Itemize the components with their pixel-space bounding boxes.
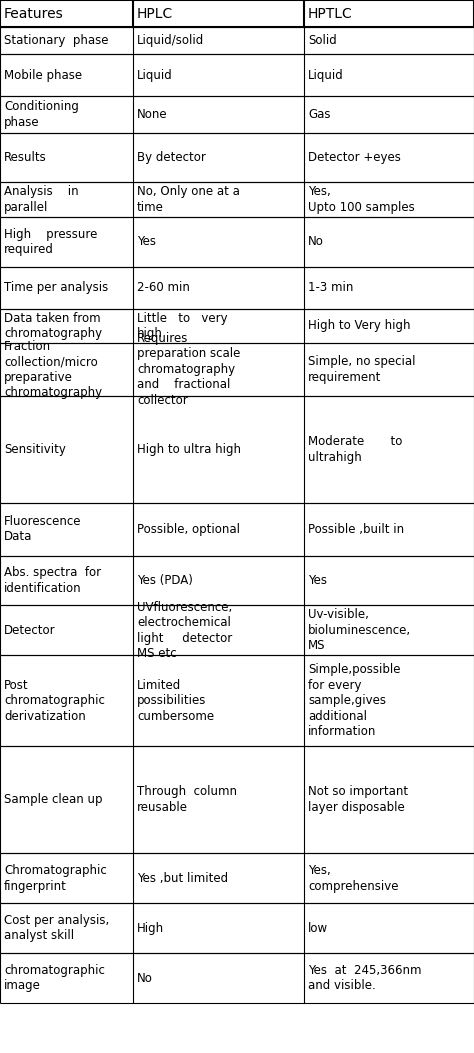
- Bar: [0, 747, 474, 853]
- Text: High to Very high: High to Very high: [308, 319, 410, 333]
- Text: None: None: [137, 107, 168, 121]
- Text: Moderate       to
ultrahigh: Moderate to ultrahigh: [308, 435, 402, 463]
- Text: Chromatographic
fingerprint: Chromatographic fingerprint: [4, 865, 107, 893]
- Text: No, Only one at a
time: No, Only one at a time: [137, 185, 240, 214]
- Text: Detector: Detector: [4, 624, 55, 637]
- Bar: [0, 55, 474, 96]
- Text: Cost per analysis,
analyst skill: Cost per analysis, analyst skill: [4, 914, 109, 942]
- Text: Fraction
collection/micro
preparative
chromatography: Fraction collection/micro preparative ch…: [4, 340, 102, 399]
- Bar: [0, 27, 474, 55]
- Text: Abs. spectra  for
identification: Abs. spectra for identification: [4, 567, 101, 595]
- Text: low: low: [308, 921, 328, 935]
- Bar: [0, 903, 474, 953]
- Text: Possible ,built in: Possible ,built in: [308, 522, 404, 536]
- Text: Stationary  phase: Stationary phase: [4, 35, 109, 47]
- Text: No: No: [137, 972, 153, 985]
- Text: Yes,
Upto 100 samples: Yes, Upto 100 samples: [308, 185, 415, 214]
- Text: Data taken from
chromatography: Data taken from chromatography: [4, 312, 102, 340]
- Text: 2-60 min: 2-60 min: [137, 281, 190, 294]
- Text: Yes,
comprehensive: Yes, comprehensive: [308, 865, 399, 893]
- Text: Sample clean up: Sample clean up: [4, 793, 102, 807]
- Text: chromatographic
image: chromatographic image: [4, 963, 105, 992]
- Text: Features: Features: [4, 6, 64, 21]
- Text: Yes: Yes: [308, 574, 327, 587]
- Bar: [0, 217, 474, 266]
- Text: Not so important
layer disposable: Not so important layer disposable: [308, 786, 408, 814]
- Text: Conditioning
phase: Conditioning phase: [4, 100, 79, 128]
- Text: High: High: [137, 921, 164, 935]
- Text: Fluorescence
Data: Fluorescence Data: [4, 515, 82, 543]
- Text: Liquid/solid: Liquid/solid: [137, 35, 204, 47]
- Text: Sensitivity: Sensitivity: [4, 443, 66, 456]
- Text: Requires
preparation scale
chromatography
and    fractional
collector: Requires preparation scale chromatograph…: [137, 332, 240, 406]
- Text: High    pressure
required: High pressure required: [4, 227, 97, 256]
- Text: UVfluorescence,
electrochemical
light     detector
MS etc: UVfluorescence, electrochemical light de…: [137, 600, 232, 660]
- Text: No: No: [308, 236, 324, 249]
- Text: Yes (PDA): Yes (PDA): [137, 574, 193, 587]
- Bar: [0, 0, 474, 27]
- Bar: [0, 605, 474, 655]
- Text: 1-3 min: 1-3 min: [308, 281, 354, 294]
- Bar: [0, 266, 474, 309]
- Text: Yes ,but limited: Yes ,but limited: [137, 872, 228, 885]
- Text: Yes  at  245,366nm
and visible.: Yes at 245,366nm and visible.: [308, 963, 421, 992]
- Text: HPLC: HPLC: [137, 6, 173, 21]
- Text: Gas: Gas: [308, 107, 330, 121]
- Bar: [0, 655, 474, 747]
- Text: Detector +eyes: Detector +eyes: [308, 151, 401, 164]
- Text: Simple,possible
for every
sample,gives
additional
information: Simple,possible for every sample,gives a…: [308, 663, 401, 738]
- Text: Little   to   very
high: Little to very high: [137, 312, 228, 340]
- Bar: [0, 133, 474, 182]
- Bar: [0, 853, 474, 903]
- Bar: [0, 396, 474, 503]
- Bar: [0, 309, 474, 343]
- Bar: [0, 503, 474, 556]
- Text: Through  column
reusable: Through column reusable: [137, 786, 237, 814]
- Bar: [0, 343, 474, 396]
- Text: Liquid: Liquid: [137, 68, 173, 82]
- Bar: [0, 96, 474, 133]
- Text: Simple, no special
requirement: Simple, no special requirement: [308, 355, 416, 383]
- Text: HPTLC: HPTLC: [308, 6, 353, 21]
- Text: Solid: Solid: [308, 35, 337, 47]
- Text: Possible, optional: Possible, optional: [137, 522, 240, 536]
- Text: Limited
possibilities
cumbersome: Limited possibilities cumbersome: [137, 679, 214, 722]
- Bar: [0, 556, 474, 605]
- Text: Mobile phase: Mobile phase: [4, 68, 82, 82]
- Text: Yes: Yes: [137, 236, 156, 249]
- Text: High to ultra high: High to ultra high: [137, 443, 241, 456]
- Bar: [0, 953, 474, 1004]
- Text: Time per analysis: Time per analysis: [4, 281, 108, 294]
- Text: Liquid: Liquid: [308, 68, 344, 82]
- Text: Uv-visible,
bioluminescence,
MS: Uv-visible, bioluminescence, MS: [308, 609, 411, 653]
- Bar: [0, 182, 474, 217]
- Text: Post
chromatographic
derivatization: Post chromatographic derivatization: [4, 679, 105, 722]
- Text: Results: Results: [4, 151, 47, 164]
- Text: By detector: By detector: [137, 151, 206, 164]
- Text: Analysis    in
parallel: Analysis in parallel: [4, 185, 79, 214]
